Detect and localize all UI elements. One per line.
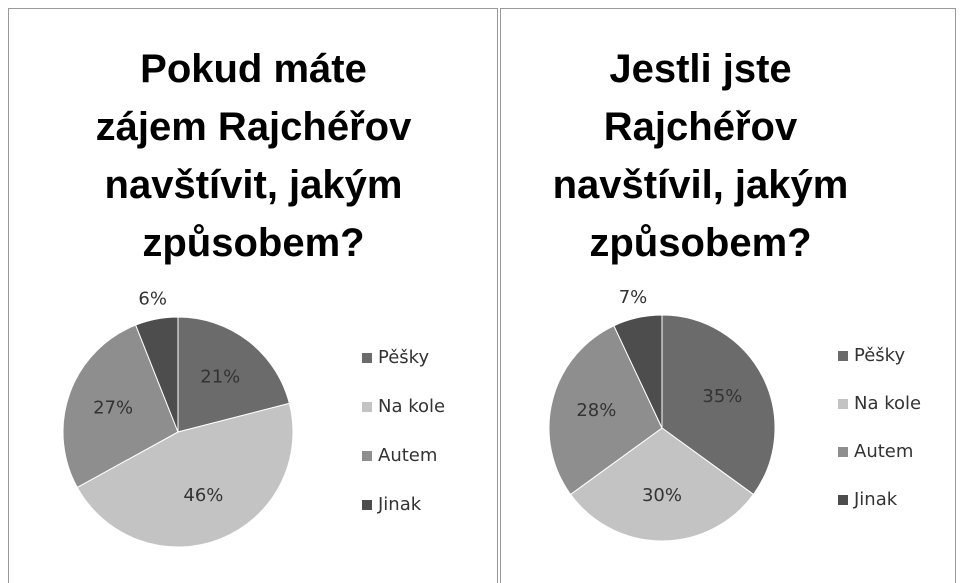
legend-label: Na kole (378, 396, 445, 417)
legend-swatch (362, 353, 372, 363)
data-label: 30% (642, 485, 682, 506)
pie-slice (76, 402, 294, 548)
pie-slice (661, 314, 776, 496)
data-label: 7% (619, 287, 648, 308)
legend-swatch (362, 500, 372, 510)
legend-swatch (838, 351, 848, 361)
legend-swatch (362, 451, 372, 461)
legend-label: Na kole (854, 393, 921, 414)
legend-label: Jinak (853, 489, 898, 510)
legend-swatch (362, 402, 372, 412)
legend-label: Pěšky (854, 345, 905, 366)
pie-slice (177, 316, 290, 433)
chart-title: Jestli jste Rajchéřov navštívil, jakým z… (552, 47, 849, 265)
data-label: 46% (183, 485, 223, 506)
pie-slice (62, 324, 179, 489)
data-label: 6% (138, 288, 167, 309)
pie-slice (548, 325, 663, 496)
legend-label: Autem (854, 441, 913, 462)
chart-panel (500, 8, 956, 583)
pie-slice (613, 314, 663, 429)
legend-swatch (838, 495, 848, 505)
pie-slice (135, 316, 179, 433)
chart-title: Pokud máte zájem Rajchéřov navštívit, ja… (95, 47, 412, 265)
data-label: 27% (93, 398, 133, 419)
legend-swatch (838, 447, 848, 457)
data-label: 28% (576, 400, 616, 421)
legend-label: Autem (378, 445, 437, 466)
legend-label: Pěšky (378, 347, 429, 368)
data-label: 35% (702, 386, 742, 407)
legend-swatch (838, 399, 848, 409)
pie-slice (569, 427, 755, 542)
data-label: 21% (200, 366, 240, 387)
legend-label: Jinak (377, 494, 422, 515)
chart-panel (8, 8, 498, 583)
